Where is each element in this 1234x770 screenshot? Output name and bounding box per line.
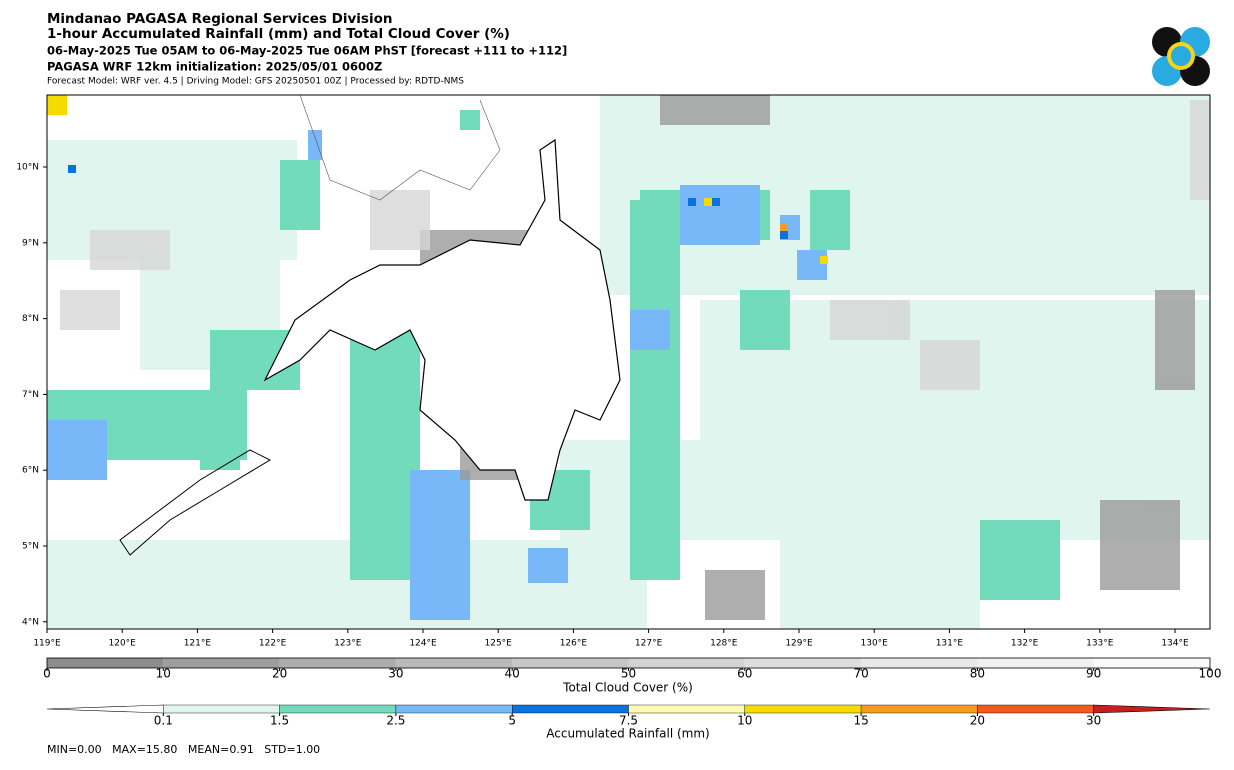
model-info: Forecast Model: WRF ver. 4.5 | Driving M…: [47, 77, 464, 87]
cloud-bin: [395, 658, 513, 668]
cloud-tick-label: 10: [156, 667, 171, 681]
lon-label: 127°E: [635, 639, 663, 649]
lat-label: 8°N: [22, 314, 39, 324]
lat-label: 10°N: [16, 163, 39, 173]
rain-over: [1093, 704, 1211, 714]
rain-bin: [977, 704, 1094, 714]
lon-label: 132°E: [1011, 639, 1039, 649]
cloud-bin: [861, 658, 978, 668]
rain-bin: [860, 704, 978, 714]
lon-label: 123°E: [334, 639, 362, 649]
cloud-bin: [163, 658, 280, 668]
lat-label: 9°N: [22, 238, 39, 248]
lon-label: 130°E: [861, 639, 889, 649]
lon-label: 129°E: [785, 639, 813, 649]
rain-tick-label: 1.5: [270, 714, 289, 728]
rain-bin: [279, 704, 397, 714]
cloud-tick-label: 70: [853, 667, 868, 681]
cloud-tick-label: 20: [272, 667, 287, 681]
rain-tick-label: 2.5: [386, 714, 405, 728]
lon-label: 124°E: [409, 639, 437, 649]
lon-label: 121°E: [184, 639, 212, 649]
rain-bar-label: Accumulated Rainfall (mm): [546, 727, 709, 741]
cloud-tick-label: 100: [1199, 667, 1222, 681]
cloud-bin: [279, 658, 396, 668]
cloud-bin: [744, 658, 862, 668]
lat-label: 4°N: [22, 617, 39, 627]
cloud-bar-label: Total Cloud Cover (%): [562, 681, 693, 695]
stats: MIN=0.00 MAX=15.80 MEAN=0.91 STD=1.00: [47, 743, 320, 756]
lon-label: 126°E: [560, 639, 588, 649]
cloud-bin: [628, 658, 745, 668]
title: Mindanao PAGASA Regional Services Divisi…: [47, 11, 392, 27]
lat-label: 6°N: [22, 466, 39, 476]
rain-tick-label: 20: [970, 714, 985, 728]
rain-tick-label: 30: [1086, 714, 1101, 728]
cloud-tick-label: 40: [505, 667, 520, 681]
rain-bin: [512, 704, 629, 714]
cloud-tick-label: 50: [621, 667, 636, 681]
rain-tick-label: 5: [508, 714, 516, 728]
cloud-tick-label: 0: [43, 667, 51, 681]
cloud-tick-label: 90: [1086, 667, 1101, 681]
lon-label: 134°E: [1161, 639, 1189, 649]
rain-bin: [744, 704, 862, 714]
rain-under: [46, 704, 164, 714]
cloud-tick-label: 80: [970, 667, 985, 681]
cloud-bin: [977, 658, 1094, 668]
subtitle: 1-hour Accumulated Rainfall (mm) and Tot…: [47, 26, 510, 42]
lat-label: 5°N: [22, 542, 39, 552]
map: [46, 94, 1211, 630]
lon-label: 119°E: [33, 639, 61, 649]
cloud-tick-label: 60: [737, 667, 752, 681]
lon-label: 128°E: [710, 639, 738, 649]
rain-tick-label: 0.1: [154, 714, 173, 728]
lat-label: 7°N: [22, 390, 39, 400]
rain-tick-label: 7.5: [619, 714, 638, 728]
lon-label: 131°E: [936, 639, 964, 649]
rain-bin: [395, 704, 513, 714]
lon-label: 120°E: [109, 639, 137, 649]
rain-tick-label: 15: [853, 714, 868, 728]
init: PAGASA WRF 12km initialization: 2025/05/…: [47, 60, 382, 74]
period: 06-May-2025 Tue 05AM to 06-May-2025 Tue …: [47, 44, 567, 58]
lon-label: 125°E: [485, 639, 513, 649]
cloud-bin: [47, 658, 164, 668]
lon-label: 122°E: [259, 639, 287, 649]
rain-tick-label: 10: [737, 714, 752, 728]
rain-bin: [163, 704, 280, 714]
rain-bin: [628, 704, 746, 714]
lon-label: 133°E: [1086, 639, 1114, 649]
cloud-tick-label: 30: [388, 667, 403, 681]
logo: [1152, 27, 1210, 86]
cloud-bin: [512, 658, 629, 668]
cloud-bin: [1093, 658, 1210, 668]
